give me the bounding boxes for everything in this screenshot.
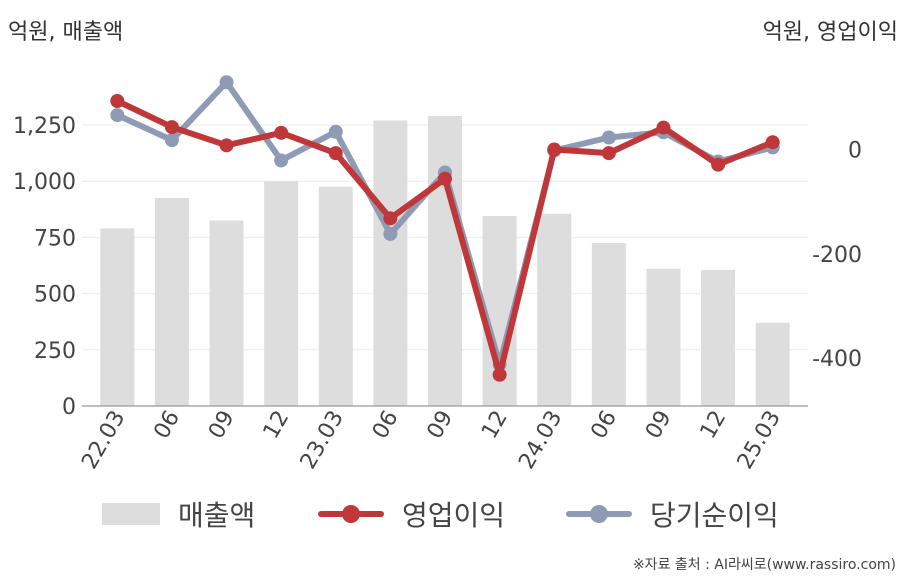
legend: 매출액 영업이익 당기순이익 — [0, 492, 908, 536]
x-tick-label: 09 — [423, 407, 459, 444]
left-tick-label: 1,000 — [13, 170, 76, 195]
legend-label-operating: 영업이익 — [402, 499, 506, 532]
legend-item-net: 당기순이익 — [566, 492, 779, 536]
bar-revenue — [154, 198, 189, 406]
legend-item-operating: 영업이익 — [318, 492, 505, 536]
bar-revenue — [537, 213, 572, 406]
point-operating — [110, 94, 125, 109]
combo-chart: 0 250 500 750 1,000 1,250 0 -200 -400 22.03 06 09 12… — [13, 75, 862, 474]
point-operating — [711, 157, 726, 172]
legend-swatch-net — [566, 504, 632, 524]
x-tick-label: 12 — [477, 406, 513, 443]
bar-revenue — [264, 181, 299, 406]
x-tick-label: 23.03 — [296, 407, 349, 474]
point-net — [110, 108, 125, 123]
point-operating — [765, 135, 780, 150]
point-net — [601, 130, 616, 145]
right-tick-label: 0 — [848, 139, 862, 164]
bar-revenue — [428, 116, 462, 407]
x-tick-label: 12 — [259, 407, 295, 444]
point-operating — [656, 120, 671, 135]
point-operating — [547, 142, 562, 157]
point-net — [328, 124, 343, 139]
x-tick-label: 06 — [368, 407, 404, 444]
right-axis-unit: 억원, 영업이익 — [762, 20, 898, 45]
bar-revenue — [100, 228, 135, 406]
point-net — [164, 133, 179, 148]
bar-revenue — [646, 268, 681, 406]
bar-revenue — [755, 322, 790, 406]
x-tick-label: 24.03 — [514, 407, 567, 474]
point-operating — [328, 146, 343, 161]
left-tick-label: 0 — [62, 395, 76, 420]
x-tick-label: 22.03 — [77, 407, 130, 474]
point-net — [274, 153, 289, 168]
legend-label-revenue: 매출액 — [178, 499, 256, 532]
point-operating — [601, 146, 616, 161]
bar-revenue — [591, 243, 626, 406]
source-note: ※자료 출처 : AI라씨로(www.rassiro.com) — [632, 557, 896, 573]
bar-revenue — [209, 220, 244, 406]
x-tick-label: 12 — [696, 407, 732, 444]
right-tick-label: -200 — [812, 243, 862, 268]
legend-label-net: 당기순이익 — [650, 499, 779, 532]
left-tick-label: 750 — [34, 226, 76, 251]
legend-item-revenue: 매출액 — [102, 492, 255, 536]
point-operating — [274, 125, 289, 140]
point-operating — [492, 367, 507, 382]
point-net — [383, 226, 398, 241]
left-axis-unit: 억원, 매출액 — [8, 20, 124, 45]
left-tick-label: 500 — [34, 283, 76, 308]
point-operating — [383, 211, 398, 226]
legend-swatch-revenue — [102, 503, 160, 525]
point-operating — [164, 120, 179, 135]
x-tick-label: 09 — [641, 407, 677, 444]
left-tick-label: 250 — [34, 339, 76, 364]
point-operating — [438, 171, 452, 186]
x-tick-label: 06 — [149, 407, 185, 444]
x-tick-label: 06 — [586, 407, 622, 444]
bar-revenue — [318, 186, 353, 406]
right-tick-label: -400 — [812, 347, 862, 372]
bar-revenue — [701, 269, 736, 406]
legend-swatch-operating — [318, 504, 384, 524]
point-net — [219, 75, 234, 90]
x-tick-label: 09 — [204, 407, 240, 444]
x-tick-label: 25.03 — [733, 407, 786, 474]
point-operating — [219, 138, 234, 153]
left-tick-label: 1,250 — [13, 114, 76, 139]
bar-revenue — [373, 120, 408, 406]
